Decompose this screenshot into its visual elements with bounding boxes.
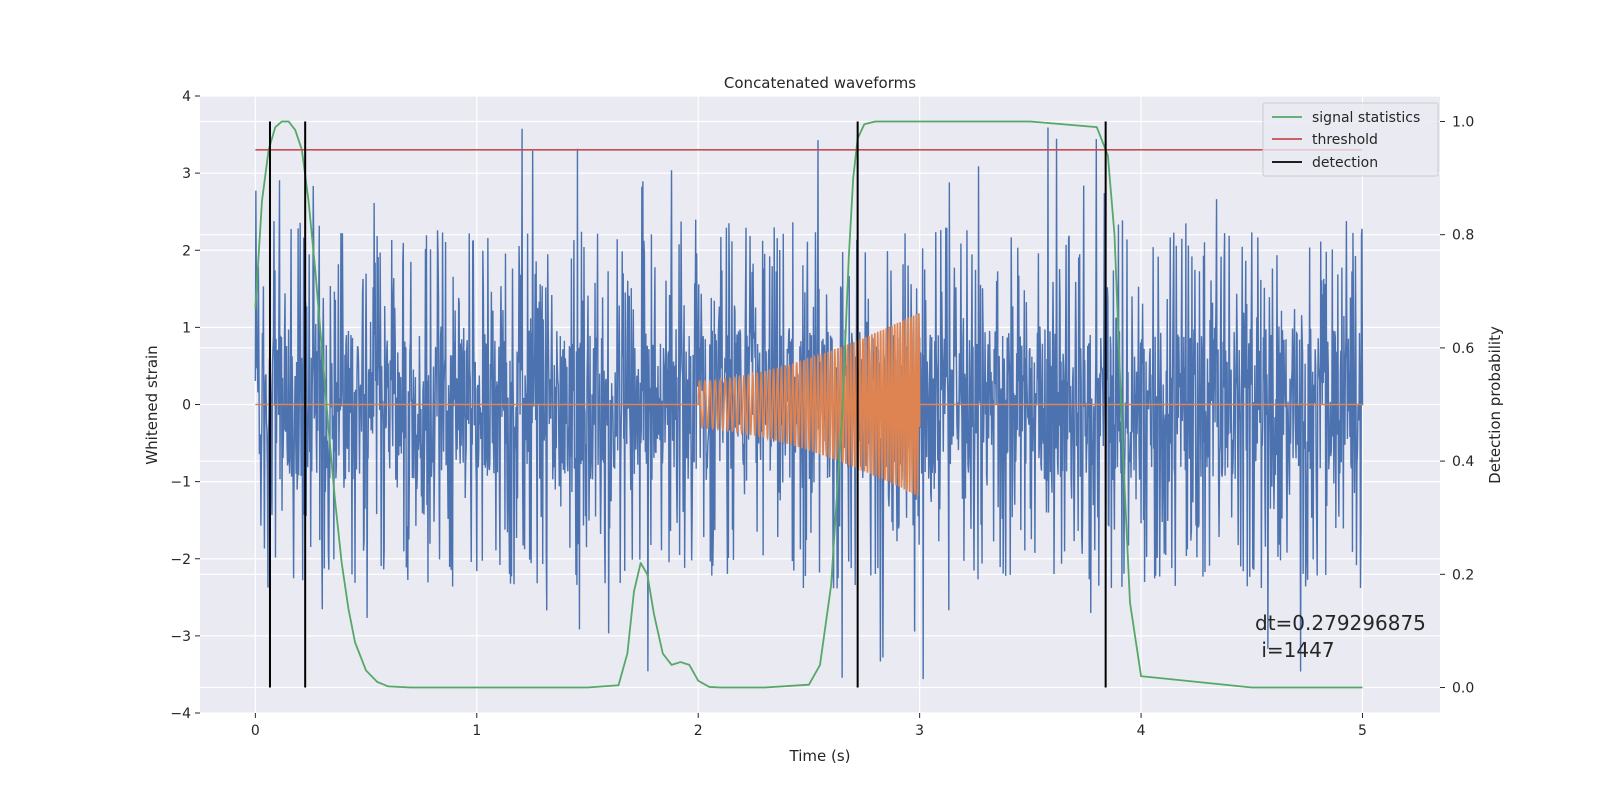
y2-axis-label: Detection probability [1486,326,1504,484]
x-tick-label: 1 [472,723,481,739]
legend-label-threshold: threshold [1312,132,1378,148]
y-tick-label: −1 [170,475,191,491]
y-axis-label: Whitened strain [143,345,161,464]
detection-series [268,121,1107,688]
left-axis-ticks: −4 −3 −2 −1 0 1 2 3 4 [170,89,200,722]
chart-title: Concatenated waveforms [724,74,916,92]
y2-tick-label: 0.6 [1452,341,1474,357]
x-tick-label: 5 [1358,723,1367,739]
x-axis-ticks: 0 1 2 3 4 5 [251,713,1367,739]
legend: signal statistics threshold detection [1262,102,1439,177]
y-tick-label: 2 [182,243,191,259]
y-tick-label: 3 [182,166,191,182]
x-tick-label: 0 [251,723,260,739]
y-tick-label: −4 [170,706,191,722]
y-tick-label: 0 [182,398,191,414]
right-axis-ticks: 0.0 0.2 0.4 0.6 0.8 1.0 [1440,114,1474,697]
injection-series [255,313,1363,496]
y2-tick-label: 0.0 [1452,681,1474,697]
y2-tick-label: 0.8 [1452,228,1474,244]
y2-tick-label: 0.2 [1452,567,1474,583]
x-tick-label: 4 [1137,723,1146,739]
y2-tick-label: 0.4 [1452,454,1474,470]
legend-box [1262,102,1439,177]
signal-statistics-line [254,120,1363,689]
y-tick-label: 4 [182,89,191,105]
annotation: dt=0.279296875 i=1447 [1255,611,1426,662]
x-axis-label: Time (s) [789,747,851,765]
annotation-dt: dt=0.279296875 [1255,611,1426,635]
y-tick-label: −2 [170,552,191,568]
x-tick-label: 2 [694,723,703,739]
y-tick-label: 1 [182,320,191,336]
legend-label-signal-statistics: signal statistics [1312,110,1420,126]
signal-statistics-series [254,120,1363,689]
x-tick-label: 3 [915,723,924,739]
injection-line [255,313,1363,496]
y-tick-label: −3 [170,629,191,645]
annotation-index: i=1447 [1255,638,1335,662]
y2-tick-label: 1.0 [1452,114,1474,130]
legend-label-detection: detection [1312,155,1378,171]
